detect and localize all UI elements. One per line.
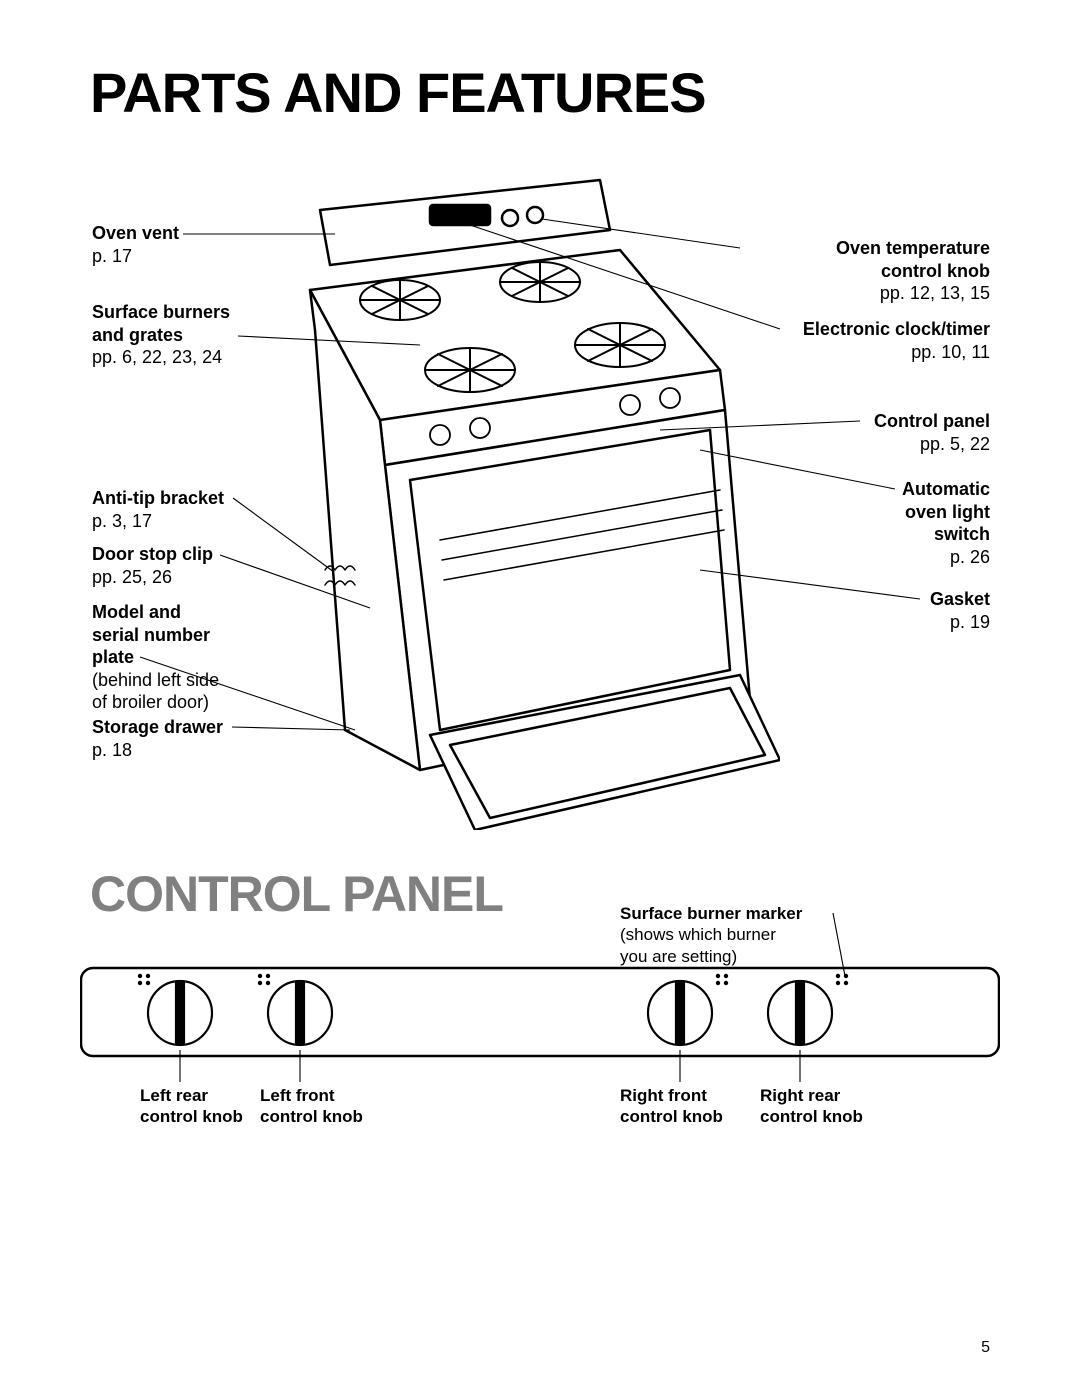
label-knob-right-front: Right front control knob — [620, 1085, 723, 1128]
label-knob-left-rear: Left rear control knob — [140, 1085, 243, 1128]
label-bold: Right rear control knob — [760, 1085, 863, 1128]
label-bold: Left rear control knob — [140, 1085, 243, 1128]
label-bold: Left front control knob — [260, 1085, 363, 1128]
label-knob-right-rear: Right rear control knob — [760, 1085, 863, 1128]
label-knob-left-front: Left front control knob — [260, 1085, 363, 1128]
panel-leaders — [0, 0, 1080, 1100]
page-number: 5 — [981, 1339, 990, 1357]
label-bold: Right front control knob — [620, 1085, 723, 1128]
